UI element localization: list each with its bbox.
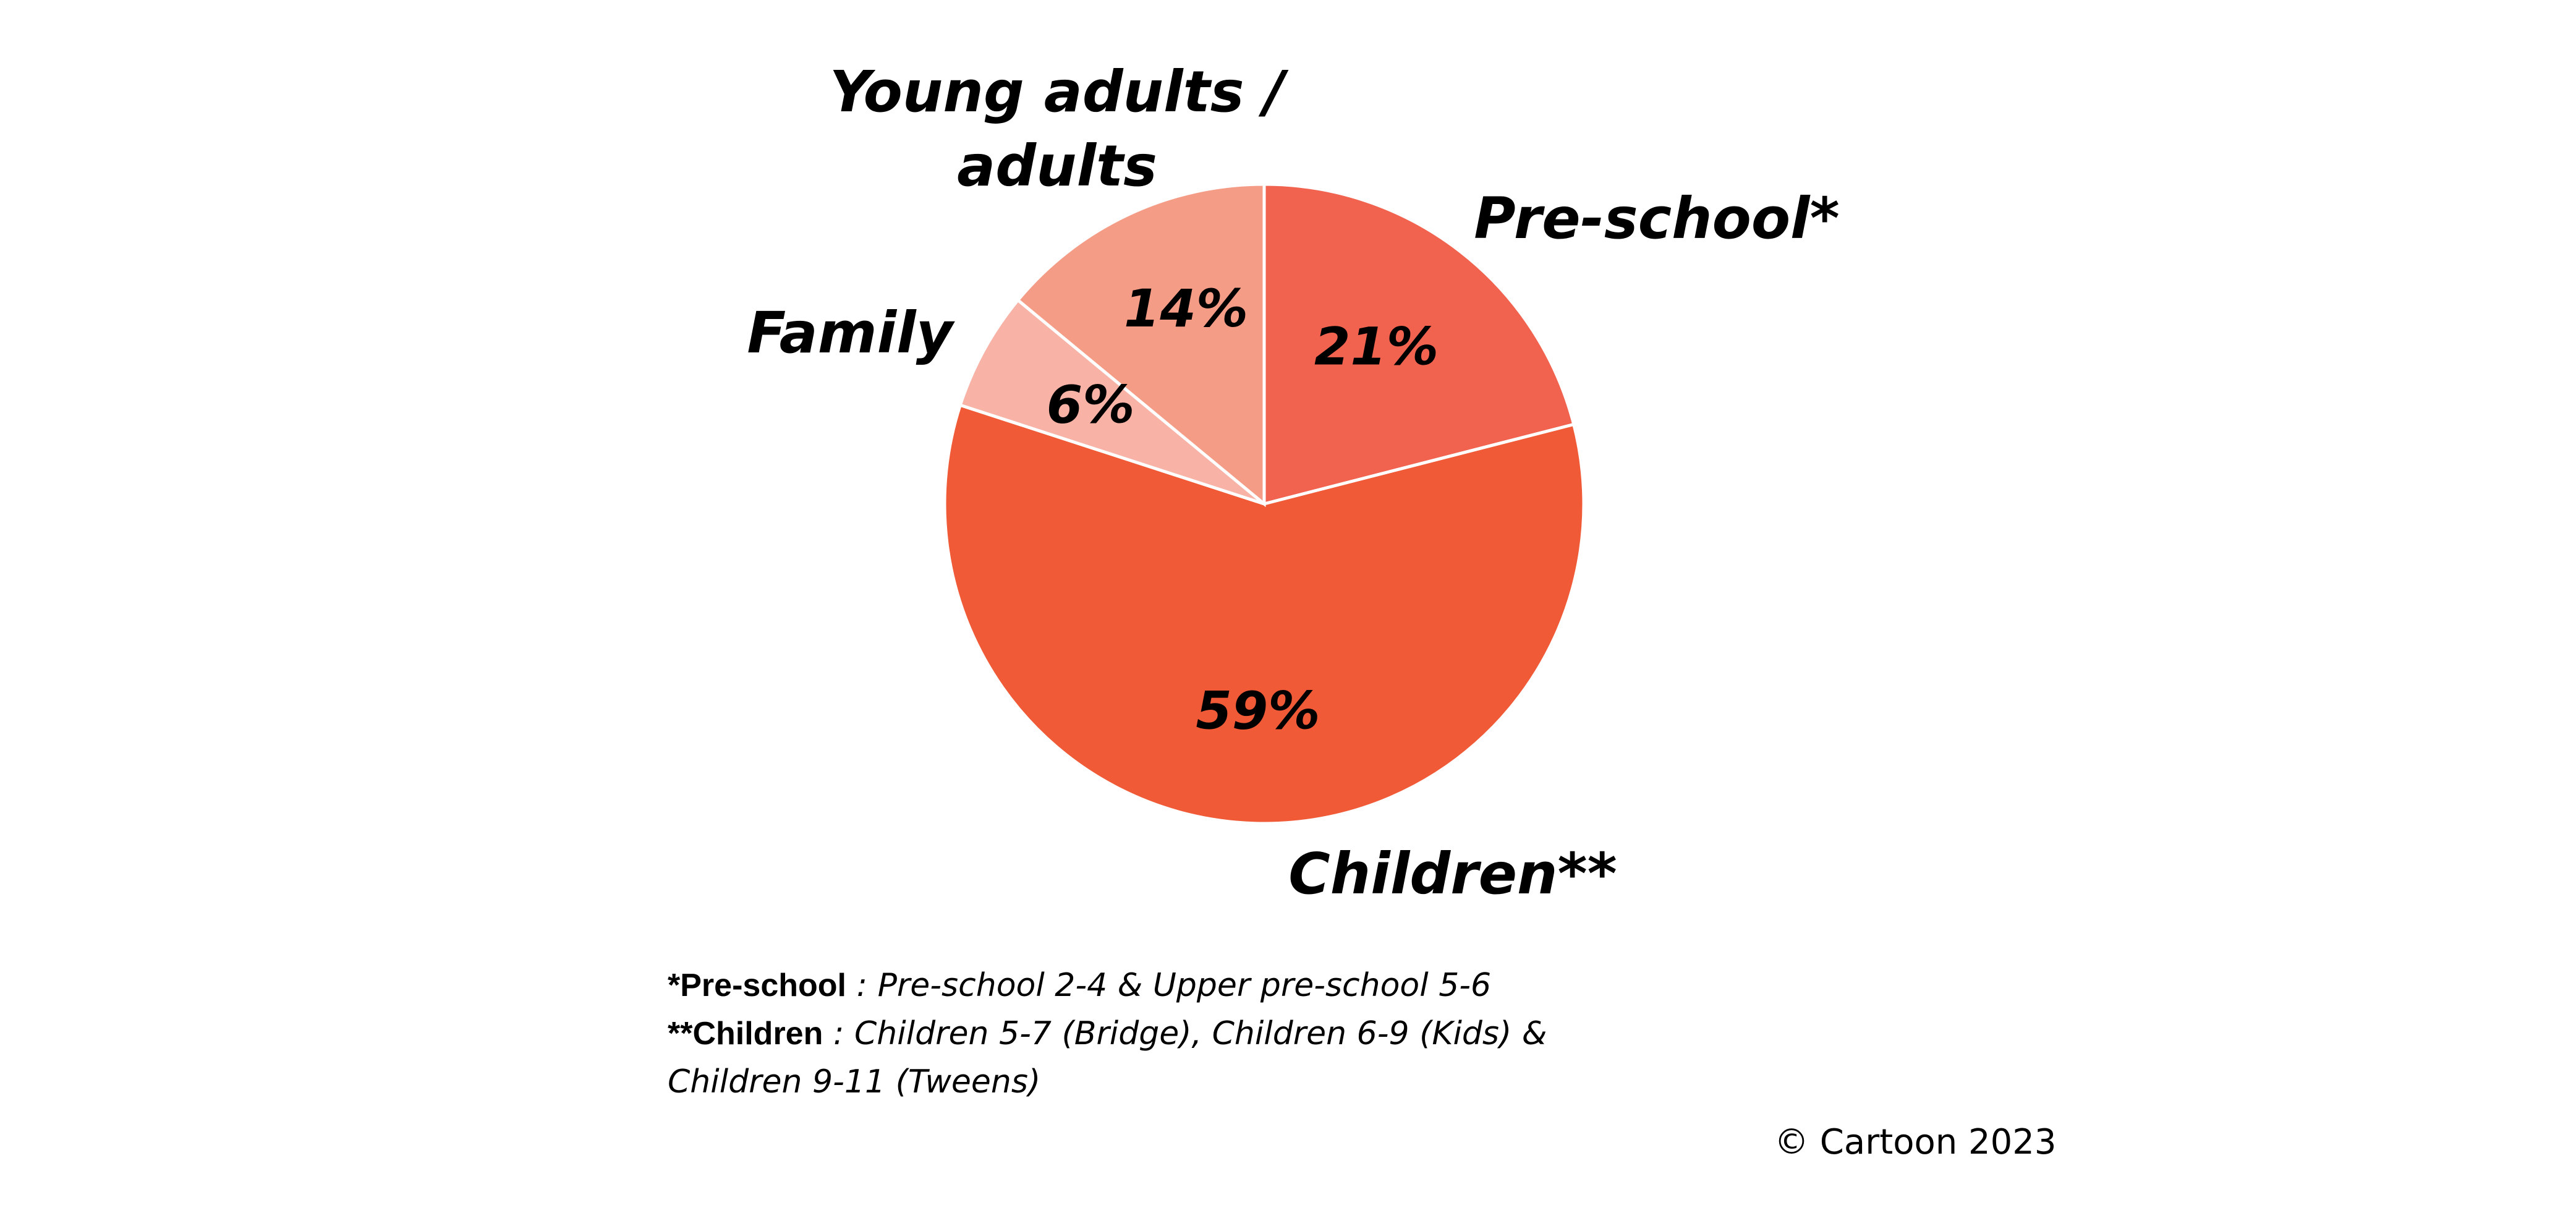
copyright-notice: © Cartoon 2023 bbox=[1774, 1122, 2057, 1162]
pie-category-label-children: Children** bbox=[1288, 841, 1617, 907]
footnote-children-text: : Children 5-7 (Bridge), Children 6-9 (K… bbox=[823, 1015, 1547, 1052]
footnote-children-key: **Children bbox=[668, 1016, 823, 1052]
pie-value-label-young-adults-adults: 14% bbox=[1124, 278, 1248, 339]
pie-category-label-young-adults-adults: Young adults / adults bbox=[830, 59, 1289, 199]
footnote-children: **Children : Children 5-7 (Bridge), Chil… bbox=[668, 1010, 1547, 1058]
footnotes: *Pre-school : Pre-school 2-4 & Upper pre… bbox=[668, 961, 1547, 1106]
pie-slice-children bbox=[943, 403, 1586, 825]
footnote-children-text-cont: Children 9-11 (Tweens) bbox=[668, 1063, 1041, 1100]
pie-slices bbox=[943, 182, 1586, 825]
pie-value-label-family: 6% bbox=[1047, 375, 1135, 435]
footnote-preschool: *Pre-school : Pre-school 2-4 & Upper pre… bbox=[668, 961, 1547, 1010]
pie-slice-pre-school bbox=[1262, 182, 1576, 506]
pie-value-label-children: 59% bbox=[1196, 680, 1320, 741]
footnote-children-continued: Children 9-11 (Tweens) bbox=[668, 1058, 1547, 1106]
pie-category-label-family: Family bbox=[747, 300, 955, 366]
pie-labels: 21% Pre-school* 59% Children** 6% Family 14% Yo… bbox=[747, 59, 1839, 907]
pie-slice-young-adults-adults bbox=[1016, 182, 1266, 508]
pie-value-label-pre-school: 21% bbox=[1314, 317, 1439, 377]
footnote-preschool-text: : Pre-school 2-4 & Upper pre-school 5-6 bbox=[846, 967, 1492, 1004]
pie-slice-family bbox=[958, 297, 1265, 506]
pie-category-label-pre-school: Pre-school* bbox=[1474, 185, 1839, 252]
footnote-preschool-key: *Pre-school bbox=[668, 968, 846, 1003]
